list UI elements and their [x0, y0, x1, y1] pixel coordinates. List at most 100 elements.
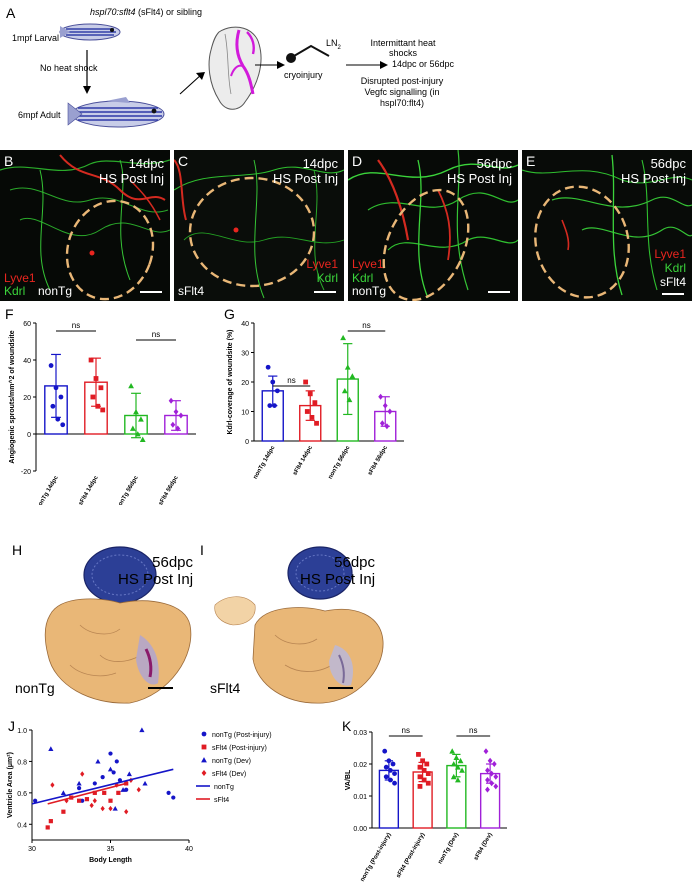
micrograph-c-image — [174, 150, 344, 301]
data-point — [90, 394, 96, 400]
data-point — [420, 758, 426, 764]
data-point — [485, 767, 490, 774]
micrograph-d-genotype: nonTg — [352, 284, 387, 298]
data-point — [307, 391, 313, 397]
y-tick-label: 10 — [241, 410, 249, 417]
data-point — [89, 802, 94, 809]
data-point — [485, 777, 490, 783]
data-point — [417, 774, 423, 780]
data-point — [491, 761, 497, 767]
shocks-line2: shocks — [388, 48, 417, 58]
histology-h-line1: 56dpc — [152, 554, 194, 571]
micrograph-d-image — [348, 150, 518, 301]
histology-h-image — [44, 546, 192, 704]
data-point — [386, 758, 392, 764]
panel-letter-h: H — [12, 542, 23, 558]
data-point — [349, 373, 356, 379]
data-point — [344, 364, 351, 370]
data-point — [493, 773, 499, 780]
data-point — [387, 768, 393, 773]
micrograph-b-kdrl-label: Kdrl — [4, 284, 26, 298]
micrograph-d-line2: HS Post Inj — [446, 171, 512, 186]
data-point — [457, 757, 464, 764]
micrograph-b-line2: HS Post Inj — [98, 171, 164, 186]
chart-g: 0 10 20 30 40 Kdrl-coverage of woundsite (%) n… — [227, 321, 404, 480]
data-point — [392, 780, 397, 786]
micrograph-e-image — [522, 150, 692, 301]
data-point — [95, 403, 101, 409]
histology-i-line2: HS Post Inj — [300, 571, 376, 588]
data-point — [312, 400, 318, 406]
data-point — [168, 397, 174, 404]
histology-i-image — [214, 546, 384, 704]
data-point — [487, 757, 493, 764]
micrograph-e-caption: 56dpc HS Post Inj — [621, 156, 686, 186]
panel-letter-a: A — [6, 5, 16, 21]
data-point — [95, 758, 101, 764]
trend-line — [47, 782, 127, 805]
data-point — [139, 727, 145, 733]
data-point — [417, 764, 423, 770]
disrupted-line3: hspl70:flt4) — [379, 98, 425, 108]
timeline-arrow-icon — [346, 61, 388, 69]
micrograph-b-genotype: nonTg — [38, 284, 73, 298]
panel-letter-i: I — [200, 542, 204, 558]
diagonal-arrow-icon — [179, 72, 205, 95]
data-point — [390, 761, 396, 767]
y-tick-label: 40 — [241, 321, 249, 328]
data-point — [107, 766, 114, 772]
data-point — [139, 436, 146, 442]
legend-label: nonTg — [214, 784, 234, 791]
data-point — [270, 379, 276, 385]
y-axis-label: VA/BL — [345, 769, 352, 790]
data-point — [387, 408, 393, 415]
genotype-italic: hspl70:sflt4 — [90, 7, 136, 17]
x-axis-label: Body Length — [89, 857, 132, 864]
down-arrow-icon — [83, 50, 91, 94]
micrograph-e-line1: 56dpc — [650, 156, 686, 171]
data-point — [138, 416, 144, 422]
data-point — [424, 761, 430, 767]
data-point — [61, 809, 66, 814]
disrupted-label: Disrupted post-injury Vegfc signalling (… — [337, 76, 467, 109]
data-point — [272, 403, 277, 408]
data-point — [489, 770, 495, 777]
data-point — [341, 387, 348, 394]
micrograph-e-genotype: sFlt4 — [659, 275, 686, 289]
micrograph-e-lyve-label: Lyve1 — [654, 247, 686, 261]
data-point — [483, 748, 489, 755]
legend-label: nonTg (Post-injury) — [212, 732, 272, 739]
y-tick-label: 0.03 — [353, 730, 367, 737]
data-point — [387, 777, 393, 783]
data-point — [309, 415, 315, 420]
data-point — [102, 790, 107, 795]
cryoinjury-label: cryoinjury — [284, 70, 323, 80]
ln2-subscript: 2 — [337, 44, 341, 51]
y-tick-label: 0.02 — [353, 762, 367, 769]
data-point — [50, 782, 55, 788]
data-point — [116, 790, 121, 795]
legend-label: sFlt4 (Dev) — [212, 771, 246, 778]
category-label: nonTg 56dpc — [116, 474, 140, 505]
data-point — [304, 409, 310, 414]
data-point — [425, 780, 431, 786]
data-point — [425, 771, 431, 776]
data-point — [50, 403, 56, 409]
data-point — [265, 364, 271, 370]
micrograph-c-line1: 14dpc — [302, 156, 338, 171]
data-point — [136, 787, 141, 793]
category-label: sFlt4 14dpc — [78, 474, 100, 505]
data-point — [48, 819, 53, 824]
legend-marker — [201, 744, 207, 750]
disrupted-line1: Disrupted post-injury — [360, 76, 444, 86]
histology-h-scalebar — [148, 687, 173, 689]
histology-h-caption: 56dpc HS Post Inj — [118, 554, 193, 588]
data-point — [120, 787, 126, 792]
data-point — [421, 777, 427, 783]
cryoprobe-icon — [286, 44, 330, 63]
adult-fish-icon — [67, 97, 165, 128]
category-label: nonTg 56dpc — [328, 444, 352, 480]
significance-label: ns — [72, 321, 80, 330]
data-point — [98, 385, 104, 391]
data-point — [108, 751, 113, 756]
